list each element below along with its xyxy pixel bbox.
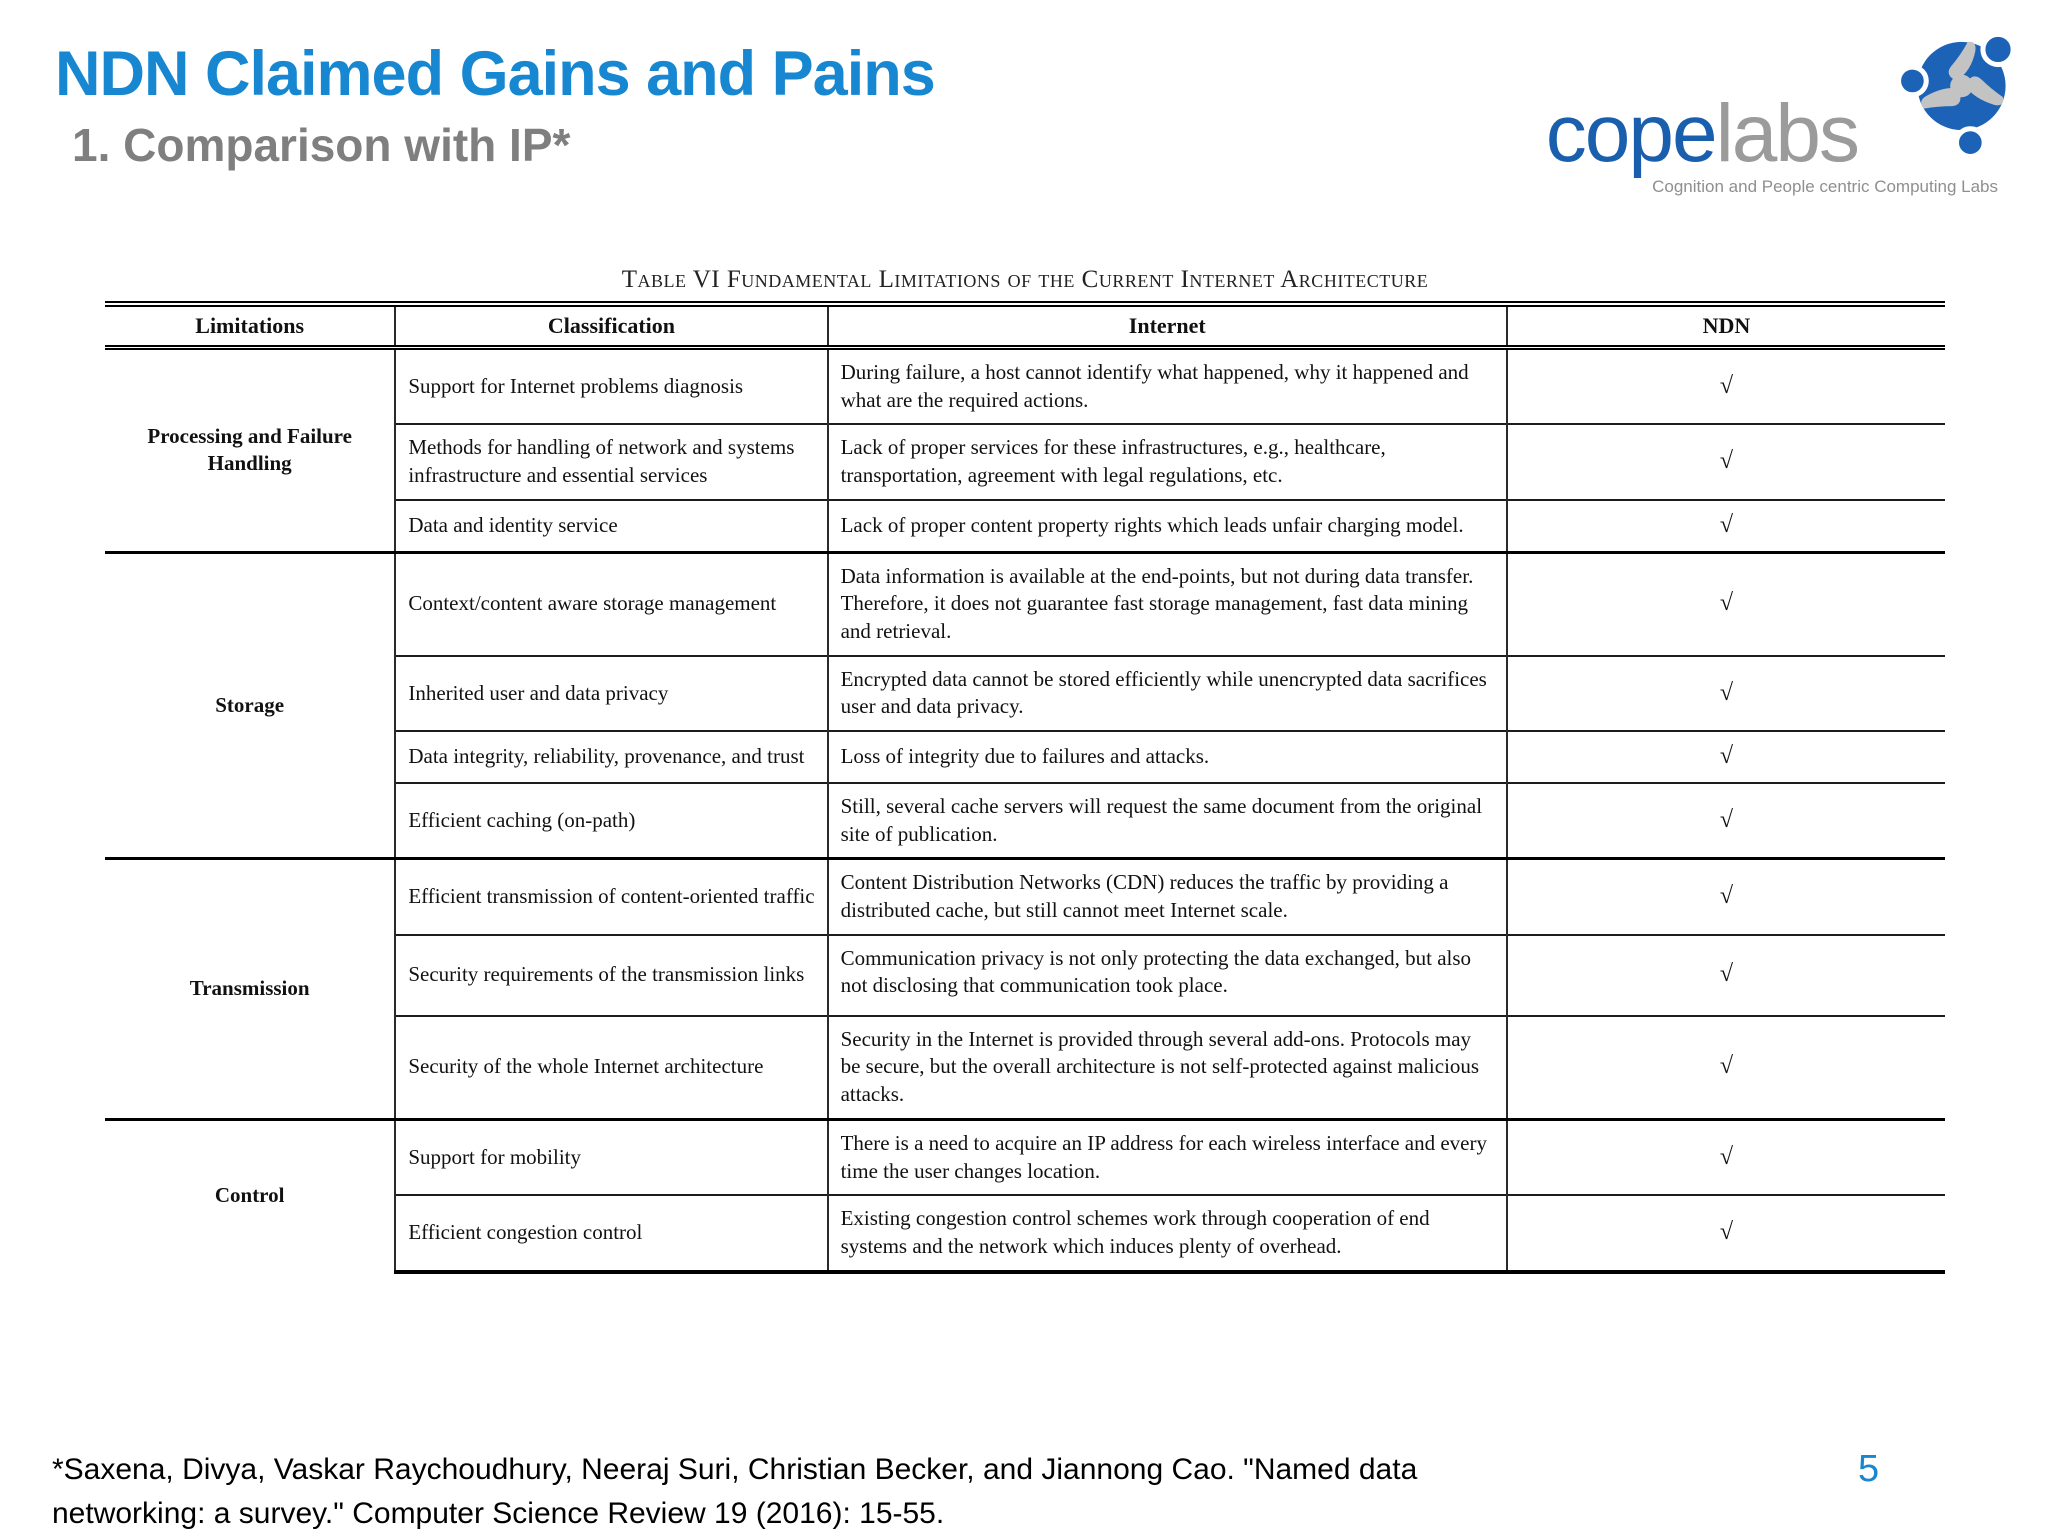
ndn-check-cell: √ <box>1505 730 1945 783</box>
col-header-classification: Classification <box>394 301 828 350</box>
ndn-check-cell: √ <box>1505 1014 1945 1120</box>
internet-cell: Lack of proper content property rights w… <box>826 498 1507 553</box>
ndn-check-cell: √ <box>1505 781 1945 859</box>
classification-cell: Methods for handling of network and syst… <box>394 423 828 500</box>
ndn-check-cell: √ <box>1505 857 1945 935</box>
internet-cell: Security in the Internet is provided thr… <box>826 1014 1507 1120</box>
classification-cell: Support for Internet problems diagnosis <box>394 346 828 425</box>
classification-cell: Security requirements of the transmissio… <box>394 933 828 1016</box>
copelabs-logo: copelabs Cognition and People centric Co… <box>1468 25 2016 205</box>
group-cell-transmission: Transmission <box>105 857 396 1120</box>
table-row: Inherited user and data privacy Encrypte… <box>105 654 1945 732</box>
logo-tagline: Cognition and People centric Computing L… <box>1652 177 1998 196</box>
group-cell-processing: Processing and Failure Handling <box>105 346 396 553</box>
internet-cell: Lack of proper services for these infras… <box>826 423 1507 500</box>
group-cell-storage: Storage <box>105 550 396 859</box>
table-row: Security requirements of the transmissio… <box>105 933 1945 1016</box>
citation-footnote: *Saxena, Divya, Vaskar Raychoudhury, Nee… <box>52 1453 1418 1530</box>
page-title: NDN Claimed Gains and Pains <box>55 39 936 109</box>
ndn-check-cell: √ <box>1505 346 1945 425</box>
table-row: Processing and Failure Handling Support … <box>105 346 1945 553</box>
page-subtitle: 1. Comparison with IP* <box>72 119 571 171</box>
table-row: Methods for handling of network and syst… <box>105 423 1945 500</box>
classification-cell: Security of the whole Internet architect… <box>394 1014 828 1120</box>
classification-cell: Efficient transmission of content-orient… <box>394 857 828 935</box>
table-row: Data and identity service Lack of proper… <box>105 498 1945 553</box>
classification-cell: Inherited user and data privacy <box>394 654 828 732</box>
logo-brand-secondary: labs <box>1715 88 1860 179</box>
internet-cell: Still, several cache servers will reques… <box>826 781 1507 859</box>
table-caption: Table VI Fundamental Limitations of the … <box>621 266 1429 293</box>
internet-cell: Data information is available at the end… <box>826 550 1507 656</box>
ndn-check-cell: √ <box>1505 498 1945 553</box>
table-row: Storage Context/content aware storage ma… <box>105 550 1945 859</box>
logo-brand-primary: cope <box>1545 88 1718 179</box>
classification-cell: Efficient caching (on-path) <box>394 781 828 859</box>
ndn-check-cell: √ <box>1505 550 1945 656</box>
table-row: Efficient caching (on-path) Still, sever… <box>105 781 1945 859</box>
internet-cell: Communication privacy is not only protec… <box>826 933 1507 1016</box>
internet-cell: Encrypted data cannot be stored efficien… <box>826 654 1507 732</box>
ndn-check-cell: √ <box>1505 423 1945 500</box>
table-header-row: Limitations Classification Internet NDN <box>105 301 1945 350</box>
classification-cell: Efficient congestion control <box>394 1194 828 1274</box>
classification-cell: Data integrity, reliability, provenance,… <box>394 730 828 783</box>
internet-cell: During failure, a host cannot identify w… <box>826 346 1507 425</box>
table-row: Efficient congestion control Existing co… <box>105 1194 1945 1274</box>
internet-cell: Existing congestion control schemes work… <box>826 1194 1507 1274</box>
internet-cell: There is a need to acquire an IP address… <box>826 1117 1507 1196</box>
internet-cell: Loss of integrity due to failures and at… <box>826 730 1507 783</box>
ndn-check-cell: √ <box>1505 933 1945 1016</box>
table-row: Security of the whole Internet architect… <box>105 1014 1945 1120</box>
ndn-check-cell: √ <box>1505 1194 1945 1274</box>
ndn-check-cell: √ <box>1505 1117 1945 1196</box>
classification-cell: Context/content aware storage management <box>394 550 828 656</box>
table-row: Data integrity, reliability, provenance,… <box>105 730 1945 783</box>
group-cell-control: Control <box>105 1117 396 1272</box>
ndn-check-cell: √ <box>1505 654 1945 732</box>
table-row: Control Support for mobility There is a … <box>105 1117 1945 1272</box>
col-header-ndn: NDN <box>1505 301 1945 350</box>
copelabs-wordmark: copelabs <box>1468 93 1860 175</box>
limitations-table-section: Table VI Fundamental Limitations of the … <box>105 266 1945 1274</box>
col-header-internet: Internet <box>826 301 1507 350</box>
internet-cell: Content Distribution Networks (CDN) redu… <box>826 857 1507 935</box>
page-number: 5 <box>1858 1448 1880 1490</box>
table-row: Transmission Efficient transmission of c… <box>105 857 1945 1120</box>
copelabs-sphere-icon <box>1895 23 2023 159</box>
limitations-table: Limitations Classification Internet NDN … <box>105 301 1945 1274</box>
col-header-limitations: Limitations <box>105 301 396 350</box>
classification-cell: Support for mobility <box>394 1117 828 1196</box>
classification-cell: Data and identity service <box>394 498 828 553</box>
clipped-text: Communication privacy is not only protec… <box>840 945 1472 998</box>
